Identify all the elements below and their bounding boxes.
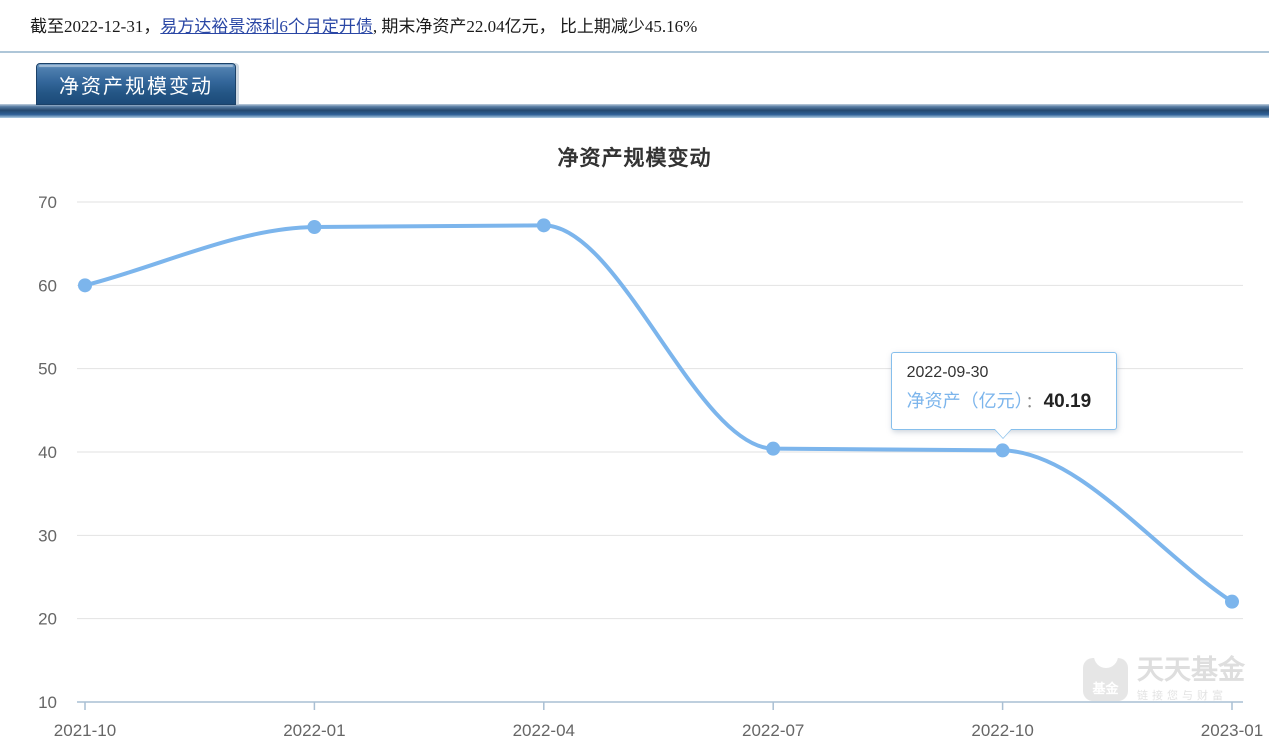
summary-prefix: 截至2022-12-31， — [30, 17, 161, 36]
series-line — [83, 223, 1234, 604]
x-axis-label: 2021-10 — [54, 721, 116, 740]
y-axis-label: 40 — [38, 443, 57, 462]
tooltip-series-label: 净资产（亿元） — [906, 391, 1024, 412]
tooltip-date: 2022-09-30 — [906, 364, 989, 382]
y-axis-label: 50 — [38, 360, 57, 379]
x-axis-label: 2022-04 — [513, 721, 575, 740]
fund-link[interactable]: 易方达裕景添利6个月定开债 — [160, 17, 373, 36]
x-axis-label: 2022-07 — [742, 721, 804, 740]
x-axis-label: 2022-10 — [971, 721, 1033, 740]
y-axis-label: 20 — [38, 610, 57, 629]
data-point[interactable] — [766, 441, 781, 456]
chart-tooltip: 2022-09-30 净资产（亿元）： 40.19 — [890, 352, 1117, 440]
data-point[interactable] — [78, 278, 92, 293]
x-axis-label: 2022-01 — [283, 721, 345, 740]
summary-suffix: , 期末净资产22.04亿元， 比上期减少45.16% — [372, 17, 698, 36]
summary-line: 截至2022-12-31，易方达裕景添利6个月定开债, 期末净资产22.04亿元… — [30, 12, 697, 37]
data-point[interactable] — [995, 443, 1010, 458]
tooltip-arrow — [993, 427, 1012, 440]
data-point[interactable] — [1225, 594, 1239, 609]
top-divider — [0, 51, 1269, 53]
tooltip-value-line: 净资产（亿元）： 40.19 — [907, 387, 1116, 413]
y-axis-label: 60 — [38, 276, 57, 295]
tab-net-asset-change[interactable]: 净资产规模变动 — [36, 63, 236, 105]
chart-canvas[interactable]: 70 60 50 40 30 20 10 2021-10 2022-01 2022-04 2022-… — [0, 118, 1269, 749]
fund-logo-icon: 基金 — [1083, 658, 1128, 702]
watermark-text: 天天基金 链接您与财富 — [1137, 656, 1245, 703]
x-axis-label: 2023-01 — [1201, 721, 1263, 740]
y-axis-label: 30 — [38, 526, 57, 545]
tooltip-value: 40.19 — [1043, 391, 1092, 413]
data-point[interactable] — [307, 220, 322, 234]
data-point[interactable] — [536, 218, 551, 233]
watermark-title: 天天基金 — [1137, 655, 1245, 685]
net-asset-chart: 净资产规模变动 70 60 50 40 30 20 10 2021-10 2022-01 2022… — [0, 118, 1269, 749]
tooltip-separator: ： — [1025, 394, 1042, 412]
y-axis-label: 70 — [38, 193, 57, 212]
y-axis-label: 10 — [38, 693, 57, 712]
fund-logo-icon-text: 基金 — [1092, 681, 1119, 697]
watermark-subtitle: 链接您与财富 — [1137, 690, 1227, 703]
tab-label: 净资产规模变动 — [59, 75, 213, 98]
chart-title: 净资产规模变动 — [557, 147, 712, 170]
tab-bar-underline — [0, 104, 1269, 118]
watermark: 基金 天天基金 链接您与财富 — [1083, 656, 1245, 703]
